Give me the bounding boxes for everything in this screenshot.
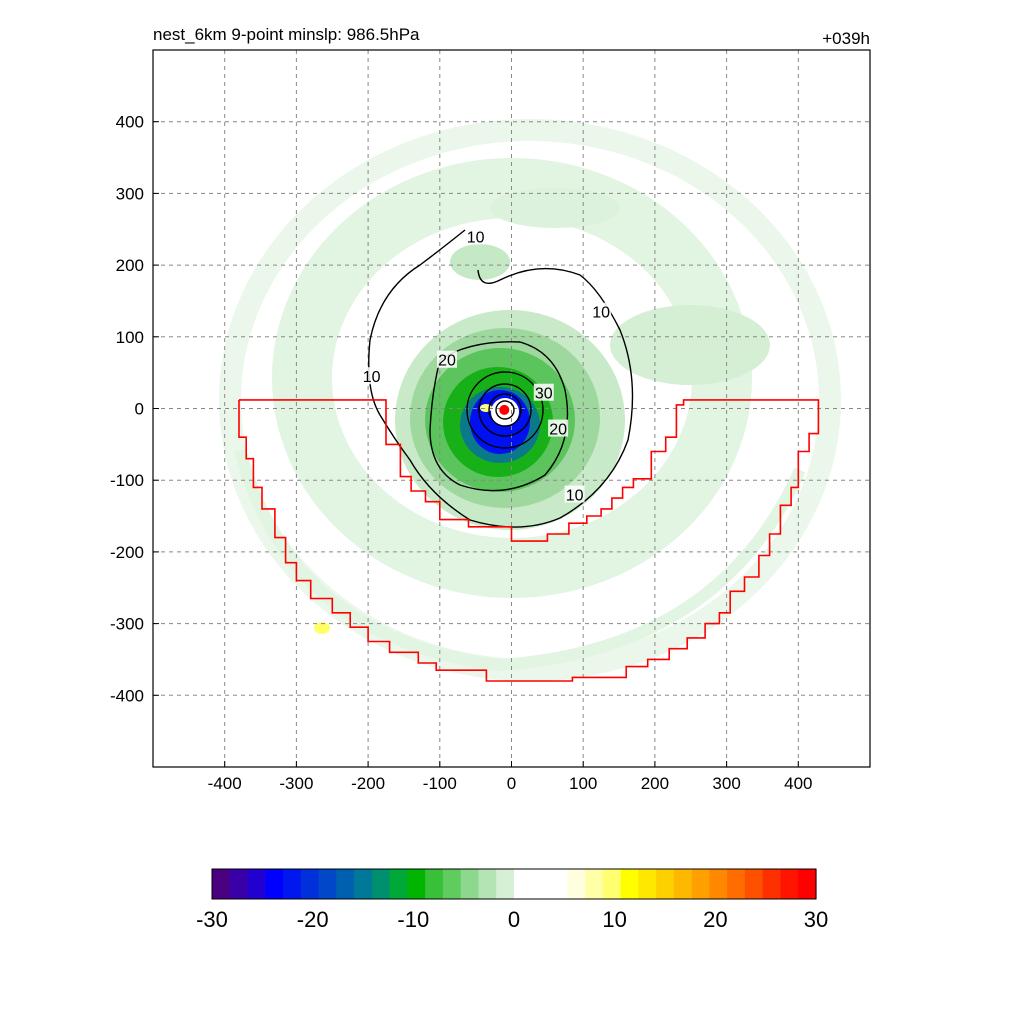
- colorbar-swatch: [744, 869, 764, 899]
- contour-label-bg: [564, 485, 585, 503]
- domain-outline: [238, 399, 820, 682]
- colorbar-swatch: [780, 869, 799, 899]
- x-tick-label: 300: [712, 774, 740, 793]
- colorbar-swatch: [283, 869, 302, 899]
- contour-labels: 10 10 10 10 20 20 30: [361, 227, 612, 505]
- contour-label: 30: [535, 386, 553, 403]
- colorbar-swatch: [371, 869, 391, 899]
- colorbar-tick-label: -30: [196, 907, 228, 932]
- contour-label: 10: [592, 305, 610, 322]
- x-tick-label: -400: [208, 774, 242, 793]
- colorbar-swatch: [531, 869, 551, 899]
- colorbar-tick-label: 0: [508, 907, 520, 932]
- colorbar-swatch: [212, 869, 231, 899]
- contour-label: 10: [363, 369, 381, 386]
- chart-title: nest_6km 9-point minslp: 986.5hPa: [153, 25, 420, 44]
- colorbar-swatch: [691, 869, 711, 899]
- y-tick-label: -100: [110, 471, 144, 490]
- y-tick-label: -200: [110, 543, 144, 562]
- x-tick-label: 0: [507, 774, 516, 793]
- contour-label-bg: [465, 227, 486, 245]
- colorbar-swatch: [407, 869, 426, 899]
- x-tick-label: 200: [641, 774, 669, 793]
- colorbar-swatch: [798, 869, 817, 899]
- colorbar-swatch: [425, 869, 444, 899]
- colorbar-swatch: [638, 869, 657, 899]
- colorbar-swatch: [620, 869, 639, 899]
- colorbar-swatch: [265, 869, 284, 899]
- colorbar-swatch: [229, 869, 249, 899]
- colorbar-swatch: [247, 869, 266, 899]
- colorbar-tick-label: 10: [602, 907, 626, 932]
- colorbar-swatch: [602, 869, 622, 899]
- colorbar-swatch: [336, 869, 355, 899]
- colorbar-swatch: [585, 869, 604, 899]
- x-tick-label: 400: [784, 774, 812, 793]
- y-tick-label: 200: [116, 256, 144, 275]
- colorbar-swatch: [762, 869, 782, 899]
- colorbar-swatch: [549, 869, 568, 899]
- contour-label: 10: [566, 488, 584, 505]
- storm-center-marker: [499, 404, 510, 415]
- colorbar-swatch: [673, 869, 693, 899]
- colorbar-tick-label: 30: [804, 907, 828, 932]
- colorbar-swatch: [496, 869, 515, 899]
- y-tick-label: 0: [135, 400, 144, 419]
- colorbar-swatch: [727, 869, 746, 899]
- contour-label-bg: [533, 383, 554, 401]
- colorbar-swatch: [567, 869, 586, 899]
- colorbar-swatch: [318, 869, 337, 899]
- y-tick-label: 300: [116, 184, 144, 203]
- y-tick-label: 400: [116, 113, 144, 132]
- colorbar-frame: [211, 868, 817, 900]
- contour-label-bg: [548, 419, 569, 437]
- x-tick-label: -300: [279, 774, 313, 793]
- colorbar-swatch: [442, 869, 462, 899]
- colorbar-swatch: [514, 869, 533, 899]
- y-tick-label: -400: [110, 686, 144, 705]
- y-tick-label: -300: [110, 615, 144, 634]
- colorbar-tick-label: -20: [297, 907, 329, 932]
- contour-label-bg: [591, 302, 612, 320]
- colorbar-tick-label: -10: [397, 907, 429, 932]
- colorbar-swatch: [656, 869, 675, 899]
- contour-label: 20: [549, 422, 567, 439]
- colorbar-swatch: [300, 869, 320, 899]
- colorbar-swatch: [354, 869, 373, 899]
- y-axis: -400 -300 -200 -100 0 100 200 300 400: [110, 113, 159, 705]
- contour-label: 20: [438, 353, 456, 370]
- x-axis: -400 -300 -200 -100 0 100 200 300 400: [208, 761, 812, 793]
- colorbar: -30 -20 -10 0 10 20 30: [196, 868, 828, 932]
- colorbar-swatch: [709, 869, 728, 899]
- colorbar-swatch: [478, 869, 497, 899]
- colorbar-swatch: [460, 869, 480, 899]
- x-tick-label: -200: [351, 774, 385, 793]
- plot-area: 10 10 10 10 20 20 30: [153, 50, 870, 767]
- x-tick-label: -100: [423, 774, 457, 793]
- contour-label: 10: [467, 229, 485, 246]
- contour-label-bg: [361, 367, 382, 385]
- y-tick-label: 100: [116, 328, 144, 347]
- colorbar-swatch: [389, 869, 409, 899]
- forecast-hour-label: +039h: [822, 29, 870, 48]
- colorbar-tick-label: 20: [703, 907, 727, 932]
- contour-label-bg: [436, 350, 457, 368]
- x-tick-label: 100: [569, 774, 597, 793]
- contour-lines: [368, 229, 634, 528]
